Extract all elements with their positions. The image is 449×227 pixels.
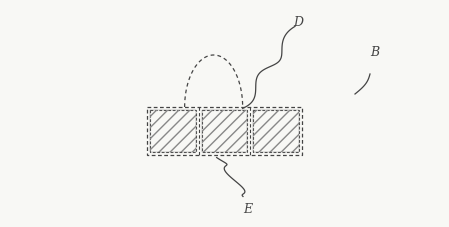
- Bar: [202, 111, 247, 152]
- Bar: [253, 111, 299, 152]
- Bar: [147, 108, 302, 155]
- Bar: [150, 111, 196, 152]
- Bar: [253, 111, 299, 152]
- Bar: [150, 111, 196, 152]
- Bar: [202, 111, 247, 152]
- Text: B: B: [370, 45, 379, 58]
- Text: E: E: [243, 203, 252, 216]
- Text: D: D: [293, 15, 303, 28]
